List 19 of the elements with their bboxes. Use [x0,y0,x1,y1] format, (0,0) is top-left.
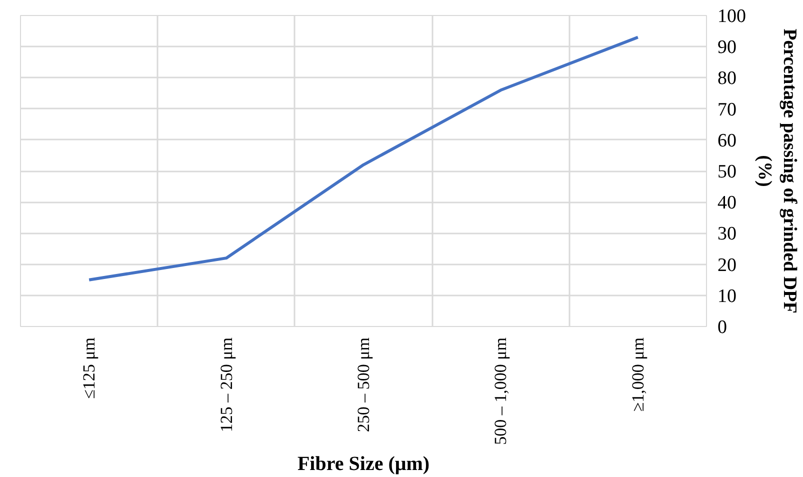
y-axis-title: Percentage passing of grinded DPF (%) [754,28,800,314]
x-axis-title: Fibre Size (μm) [297,452,430,475]
y-tick-label: 20 [718,254,736,276]
y-tick-label: 0 [718,317,727,338]
y-tick-label: 50 [718,162,736,182]
y-tick-label: 10 [718,286,736,307]
line-series [88,36,640,282]
y-tick-label: 60 [718,130,736,152]
y-tick-label: 90 [718,37,736,58]
y-tick-label: 70 [718,99,736,120]
x-tick-label: ≥1,000 μm [628,337,648,412]
y-tick-label: 100 [718,6,746,27]
y-tick-label: 30 [718,224,736,245]
x-tick-label: ≤125 μm [80,337,99,399]
y-tick-label: 80 [718,68,736,90]
x-tick-label: 125 – 250 μm [216,337,236,432]
x-tick-label: 500 – 1,000 μm [491,337,510,445]
y-tick-label: 40 [718,192,736,214]
x-tick-label: 250 – 500 μm [354,337,373,432]
